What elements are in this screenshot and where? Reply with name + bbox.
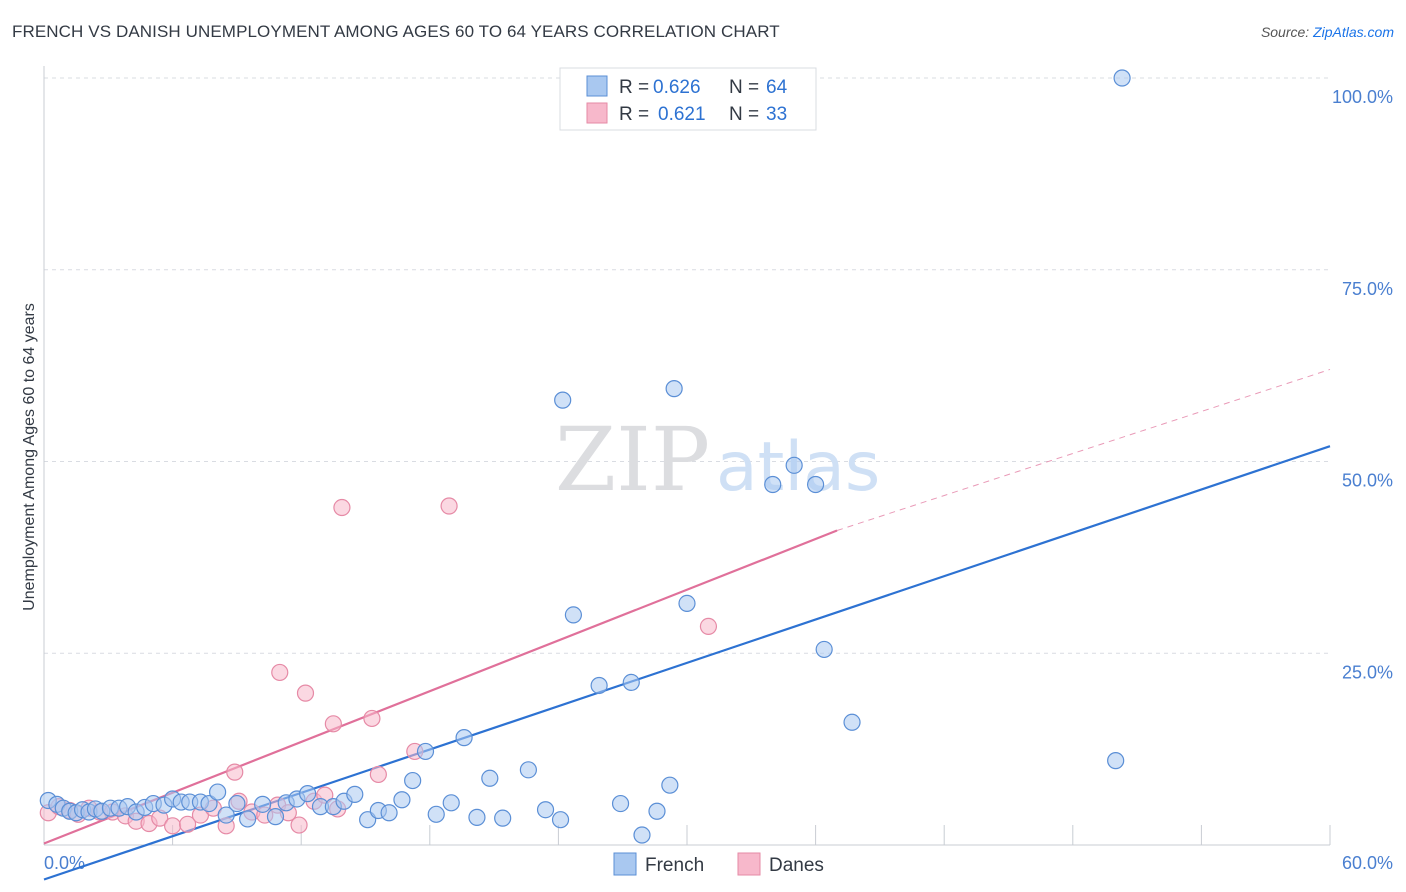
bottom-legend-swatch-danes xyxy=(737,852,761,876)
point-french-37 xyxy=(393,791,411,809)
point-french-46 xyxy=(519,761,537,779)
point-french-25 xyxy=(254,795,272,813)
point-french-22 xyxy=(217,806,235,824)
point-french-55 xyxy=(648,802,666,820)
point-french-64 xyxy=(1107,752,1125,770)
stats-legend: R = 0.626 N = 64 R = 0.621 N = 33 xyxy=(559,67,817,131)
point-french-49 xyxy=(554,391,572,409)
bottom-legend-label-french: French xyxy=(645,855,704,876)
point-danes-21 xyxy=(290,816,308,834)
point-french-61 xyxy=(806,475,825,494)
watermark: ZIP atlas xyxy=(555,408,880,511)
point-danes-30 xyxy=(369,765,387,784)
legend-swatch-danes xyxy=(586,102,608,124)
point-french-56 xyxy=(661,776,679,794)
legend-r-value-danes: 0.621 xyxy=(658,104,706,125)
point-french-60 xyxy=(785,456,803,474)
y-tick-label-0: 25.0% xyxy=(1342,662,1393,682)
point-danes-26 xyxy=(296,684,315,702)
point-french-36 xyxy=(380,804,398,822)
point-french-53 xyxy=(622,673,640,691)
legend-n-value-danes: 33 xyxy=(766,104,787,125)
point-french-39 xyxy=(416,742,435,761)
point-danes-27 xyxy=(324,715,342,733)
point-danes-28 xyxy=(333,498,351,517)
x-tick-label-0: 0.0% xyxy=(44,853,85,873)
point-french-42 xyxy=(455,729,473,747)
legend-n-label-danes: N = xyxy=(729,104,759,125)
trend-line-danes xyxy=(43,529,838,845)
legend-r-label-danes: R = xyxy=(619,104,649,125)
trend-line-danes-extrapolated xyxy=(836,368,1331,532)
point-french-43 xyxy=(468,808,486,826)
point-french-50 xyxy=(564,606,583,624)
point-french-21 xyxy=(209,783,227,801)
point-french-44 xyxy=(481,769,499,787)
point-french-47 xyxy=(536,801,555,819)
trend-line-french xyxy=(43,445,1331,881)
point-french-52 xyxy=(611,794,630,813)
point-french-29 xyxy=(299,785,317,803)
y-axis-label: Unemployment Among Ages 60 to 64 years xyxy=(21,303,38,611)
legend-n-value-french: 64 xyxy=(766,77,788,98)
bottom-legend-swatch-french xyxy=(613,852,637,876)
data-points xyxy=(39,69,1131,844)
axes xyxy=(43,66,1330,846)
point-french-59 xyxy=(764,475,782,494)
point-french-63 xyxy=(843,713,861,731)
legend-r-value-french: 0.626 xyxy=(653,77,701,98)
point-french-58 xyxy=(678,594,696,612)
point-french-57 xyxy=(665,380,683,398)
chart-title: FRENCH VS DANISH UNEMPLOYMENT AMONG AGES… xyxy=(12,22,780,41)
point-french-48 xyxy=(551,811,570,829)
point-french-41 xyxy=(442,794,460,812)
legend-n-label-french: N = xyxy=(729,77,759,98)
point-danes-34 xyxy=(226,763,244,781)
point-french-65 xyxy=(1113,69,1131,87)
point-danes-32 xyxy=(440,497,458,515)
legend-swatch-french xyxy=(586,75,608,97)
point-french-62 xyxy=(815,640,833,659)
y-tick-label-2: 75.0% xyxy=(1342,279,1393,299)
watermark-zip: ZIP xyxy=(555,408,710,511)
bottom-legend: French Danes xyxy=(613,852,824,876)
point-french-38 xyxy=(404,771,422,790)
chart-source: Source: ZipAtlas.com xyxy=(1261,24,1394,40)
point-french-26 xyxy=(266,808,285,826)
source-link[interactable]: ZipAtlas.com xyxy=(1313,24,1394,40)
point-french-20 xyxy=(200,794,218,813)
point-danes-11 xyxy=(164,817,182,835)
point-danes-25 xyxy=(271,663,289,682)
y-tick-label-3: 100.0% xyxy=(1332,87,1393,107)
point-french-33 xyxy=(346,785,364,803)
point-french-45 xyxy=(494,809,512,827)
x-tick-label-1: 60.0% xyxy=(1342,853,1393,873)
y-tick-label-1: 50.0% xyxy=(1342,471,1393,491)
point-french-23 xyxy=(228,794,246,813)
point-french-54 xyxy=(633,826,651,844)
source-prefix: Source: xyxy=(1260,24,1314,40)
point-danes-29 xyxy=(363,709,381,728)
bottom-legend-label-danes: Danes xyxy=(769,855,824,876)
point-french-24 xyxy=(239,810,257,828)
point-danes-12 xyxy=(179,815,197,833)
point-danes-33 xyxy=(699,617,718,636)
legend-r-label-french: R = xyxy=(619,77,649,98)
point-french-40 xyxy=(427,805,445,823)
point-french-51 xyxy=(590,676,608,695)
